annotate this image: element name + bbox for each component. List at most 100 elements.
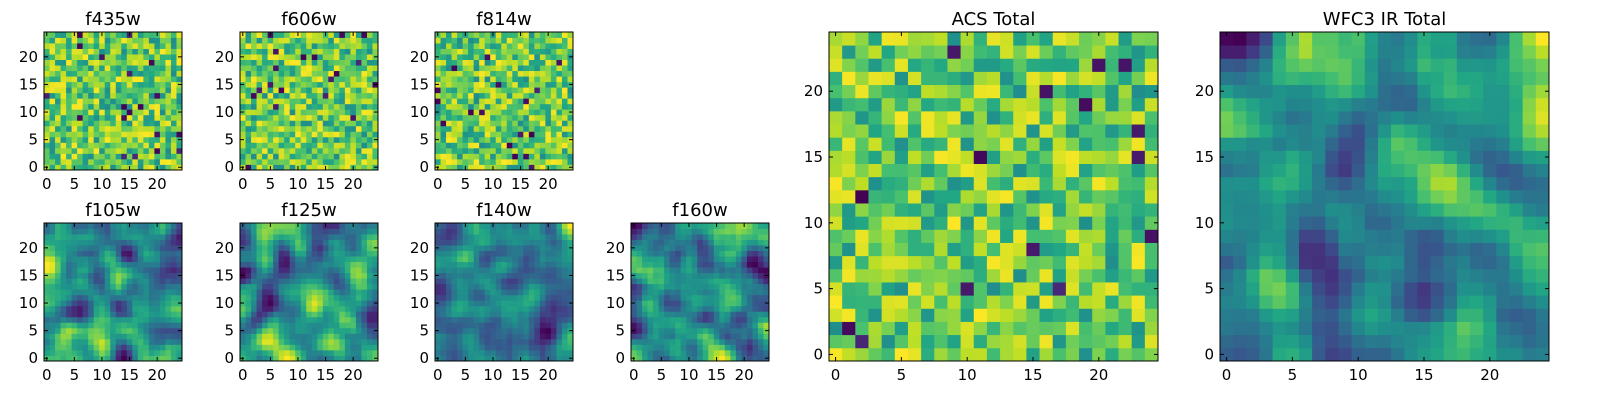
heatmap-cell [473, 294, 480, 301]
heatmap-cell [104, 131, 111, 138]
heatmap-cell [730, 250, 737, 257]
heatmap-cell [947, 268, 961, 283]
heatmap-cell [907, 268, 922, 283]
heatmap-cell [829, 216, 843, 230]
heatmap-cell [355, 289, 362, 296]
heatmap-cell [724, 239, 731, 246]
heatmap-cell [512, 355, 519, 362]
heatmap-cell [165, 76, 172, 83]
heatmap-cell [317, 153, 324, 160]
heatmap-cell [350, 349, 357, 356]
heatmap-cell [702, 322, 709, 329]
heatmap-cell [868, 295, 883, 309]
heatmap-cell [322, 338, 329, 345]
heatmap-cell [501, 256, 508, 263]
heatmap-cell [306, 333, 313, 340]
heatmap-cell [60, 98, 67, 105]
heatmap-cell [451, 272, 458, 279]
heatmap-cell [289, 120, 296, 127]
heatmap-cell [697, 305, 704, 312]
heatmap-cell [306, 109, 313, 116]
heatmap-cell [256, 54, 263, 60]
heatmap-cell [176, 158, 183, 165]
heatmap-cell [273, 349, 280, 356]
heatmap-cell [93, 70, 100, 77]
heatmap-cell [517, 294, 524, 301]
heatmap-cell [669, 239, 676, 246]
heatmap-cell [82, 142, 89, 149]
heatmap-cell [669, 355, 676, 362]
heatmap-cell [121, 98, 128, 105]
panel-title: f435w [85, 9, 140, 30]
heatmap-cell [344, 120, 351, 127]
heatmap-cell [71, 272, 78, 279]
heatmap-cell [361, 223, 368, 229]
heatmap-cell [110, 37, 117, 44]
heatmap-cell [468, 256, 475, 263]
heatmap-cell [77, 294, 84, 301]
heatmap-cell [262, 43, 268, 49]
heatmap-cell [339, 311, 346, 318]
heatmap-cell [306, 256, 313, 263]
heatmap-cell [350, 109, 357, 116]
heatmap-cell [528, 43, 535, 49]
heatmap-cell [457, 234, 463, 240]
heatmap-cell [473, 120, 480, 127]
heatmap-cell [245, 228, 252, 235]
heatmap-cell [132, 98, 139, 105]
heatmap-cell [669, 305, 676, 312]
heatmap-cell [556, 267, 563, 274]
heatmap-cell [295, 54, 302, 60]
heatmap-cell [154, 54, 161, 60]
heatmap-cell [361, 267, 368, 274]
heatmap-cell [245, 48, 252, 55]
heatmap-cell [512, 245, 519, 251]
heatmap-cell [295, 37, 302, 44]
heatmap-cell [176, 256, 183, 263]
heatmap-cell [339, 239, 346, 246]
heatmap-cell [440, 250, 447, 257]
heatmap-cell [339, 305, 346, 312]
heatmap-cell [132, 344, 139, 351]
heatmap-cell [82, 92, 89, 99]
heatmap-cell [691, 338, 698, 345]
heatmap-cell [479, 333, 486, 340]
heatmap-cell [647, 333, 654, 340]
heatmap-cell [440, 234, 447, 240]
heatmap-cell [170, 338, 177, 345]
heatmap-cell [653, 322, 659, 329]
heatmap-cell [366, 114, 373, 121]
heatmap-cell [289, 349, 296, 356]
heatmap-cell [921, 321, 935, 336]
heatmap-cell [523, 245, 530, 251]
heatmap-cell [295, 245, 302, 251]
heatmap-cell [752, 327, 759, 334]
heatmap-cell [159, 349, 166, 356]
heatmap-cell [462, 92, 469, 99]
heatmap-cell [251, 261, 257, 268]
heatmap-cell [528, 147, 535, 154]
heatmap-cell [746, 267, 753, 274]
heatmap-cell [154, 283, 161, 290]
heatmap-cell [713, 234, 720, 240]
heatmap-cell [289, 125, 296, 132]
heatmap-cell [126, 70, 133, 77]
heatmap-cell [143, 245, 150, 251]
heatmap-cell [528, 234, 535, 240]
heatmap-cell [267, 327, 274, 334]
heatmap-cell [713, 250, 720, 257]
heatmap-cell [240, 349, 246, 356]
heatmap-cell [93, 164, 100, 171]
heatmap-cell [77, 256, 84, 263]
heatmap-cell [71, 327, 78, 334]
heatmap-cell [278, 256, 285, 263]
heatmap-cell [60, 54, 67, 60]
heatmap-cell [1118, 321, 1133, 336]
heatmap-cell [339, 261, 346, 268]
axes-frame [43, 31, 183, 171]
heatmap-cell [355, 37, 362, 44]
heatmap-cell [262, 103, 268, 110]
heatmap-cell [317, 344, 324, 351]
heatmap-cell [372, 333, 379, 340]
